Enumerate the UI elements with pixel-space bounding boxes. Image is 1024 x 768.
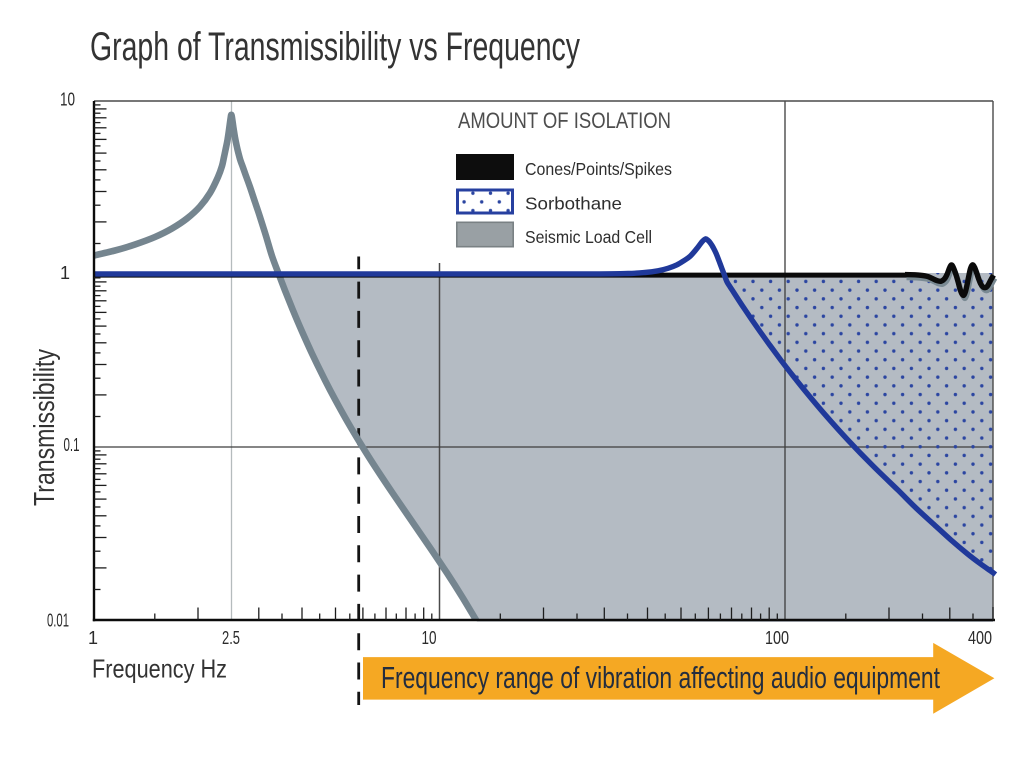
svg-text:Cones/Points/Spikes: Cones/Points/Spikes bbox=[525, 159, 672, 179]
svg-text:10: 10 bbox=[422, 628, 437, 648]
svg-text:Frequency range of vibration a: Frequency range of vibration affecting a… bbox=[381, 661, 940, 695]
svg-text:Transmissibility: Transmissibility bbox=[29, 349, 61, 506]
svg-text:2.5: 2.5 bbox=[222, 628, 240, 648]
svg-text:Sorbothane: Sorbothane bbox=[525, 193, 622, 213]
svg-text:Graph of Transmissibility vs F: Graph of Transmissibility vs Frequency bbox=[90, 25, 580, 69]
svg-text:1: 1 bbox=[88, 628, 98, 648]
svg-text:Frequency Hz: Frequency Hz bbox=[92, 654, 227, 684]
svg-text:1: 1 bbox=[60, 263, 70, 283]
svg-text:AMOUNT OF ISOLATION: AMOUNT OF ISOLATION bbox=[458, 108, 671, 133]
svg-text:Seismic Load Cell: Seismic Load Cell bbox=[525, 227, 652, 247]
svg-text:100: 100 bbox=[765, 628, 789, 648]
svg-text:0.01: 0.01 bbox=[47, 611, 69, 631]
svg-text:0.1: 0.1 bbox=[64, 435, 80, 455]
svg-text:10: 10 bbox=[60, 90, 75, 110]
svg-text:400: 400 bbox=[968, 628, 992, 648]
